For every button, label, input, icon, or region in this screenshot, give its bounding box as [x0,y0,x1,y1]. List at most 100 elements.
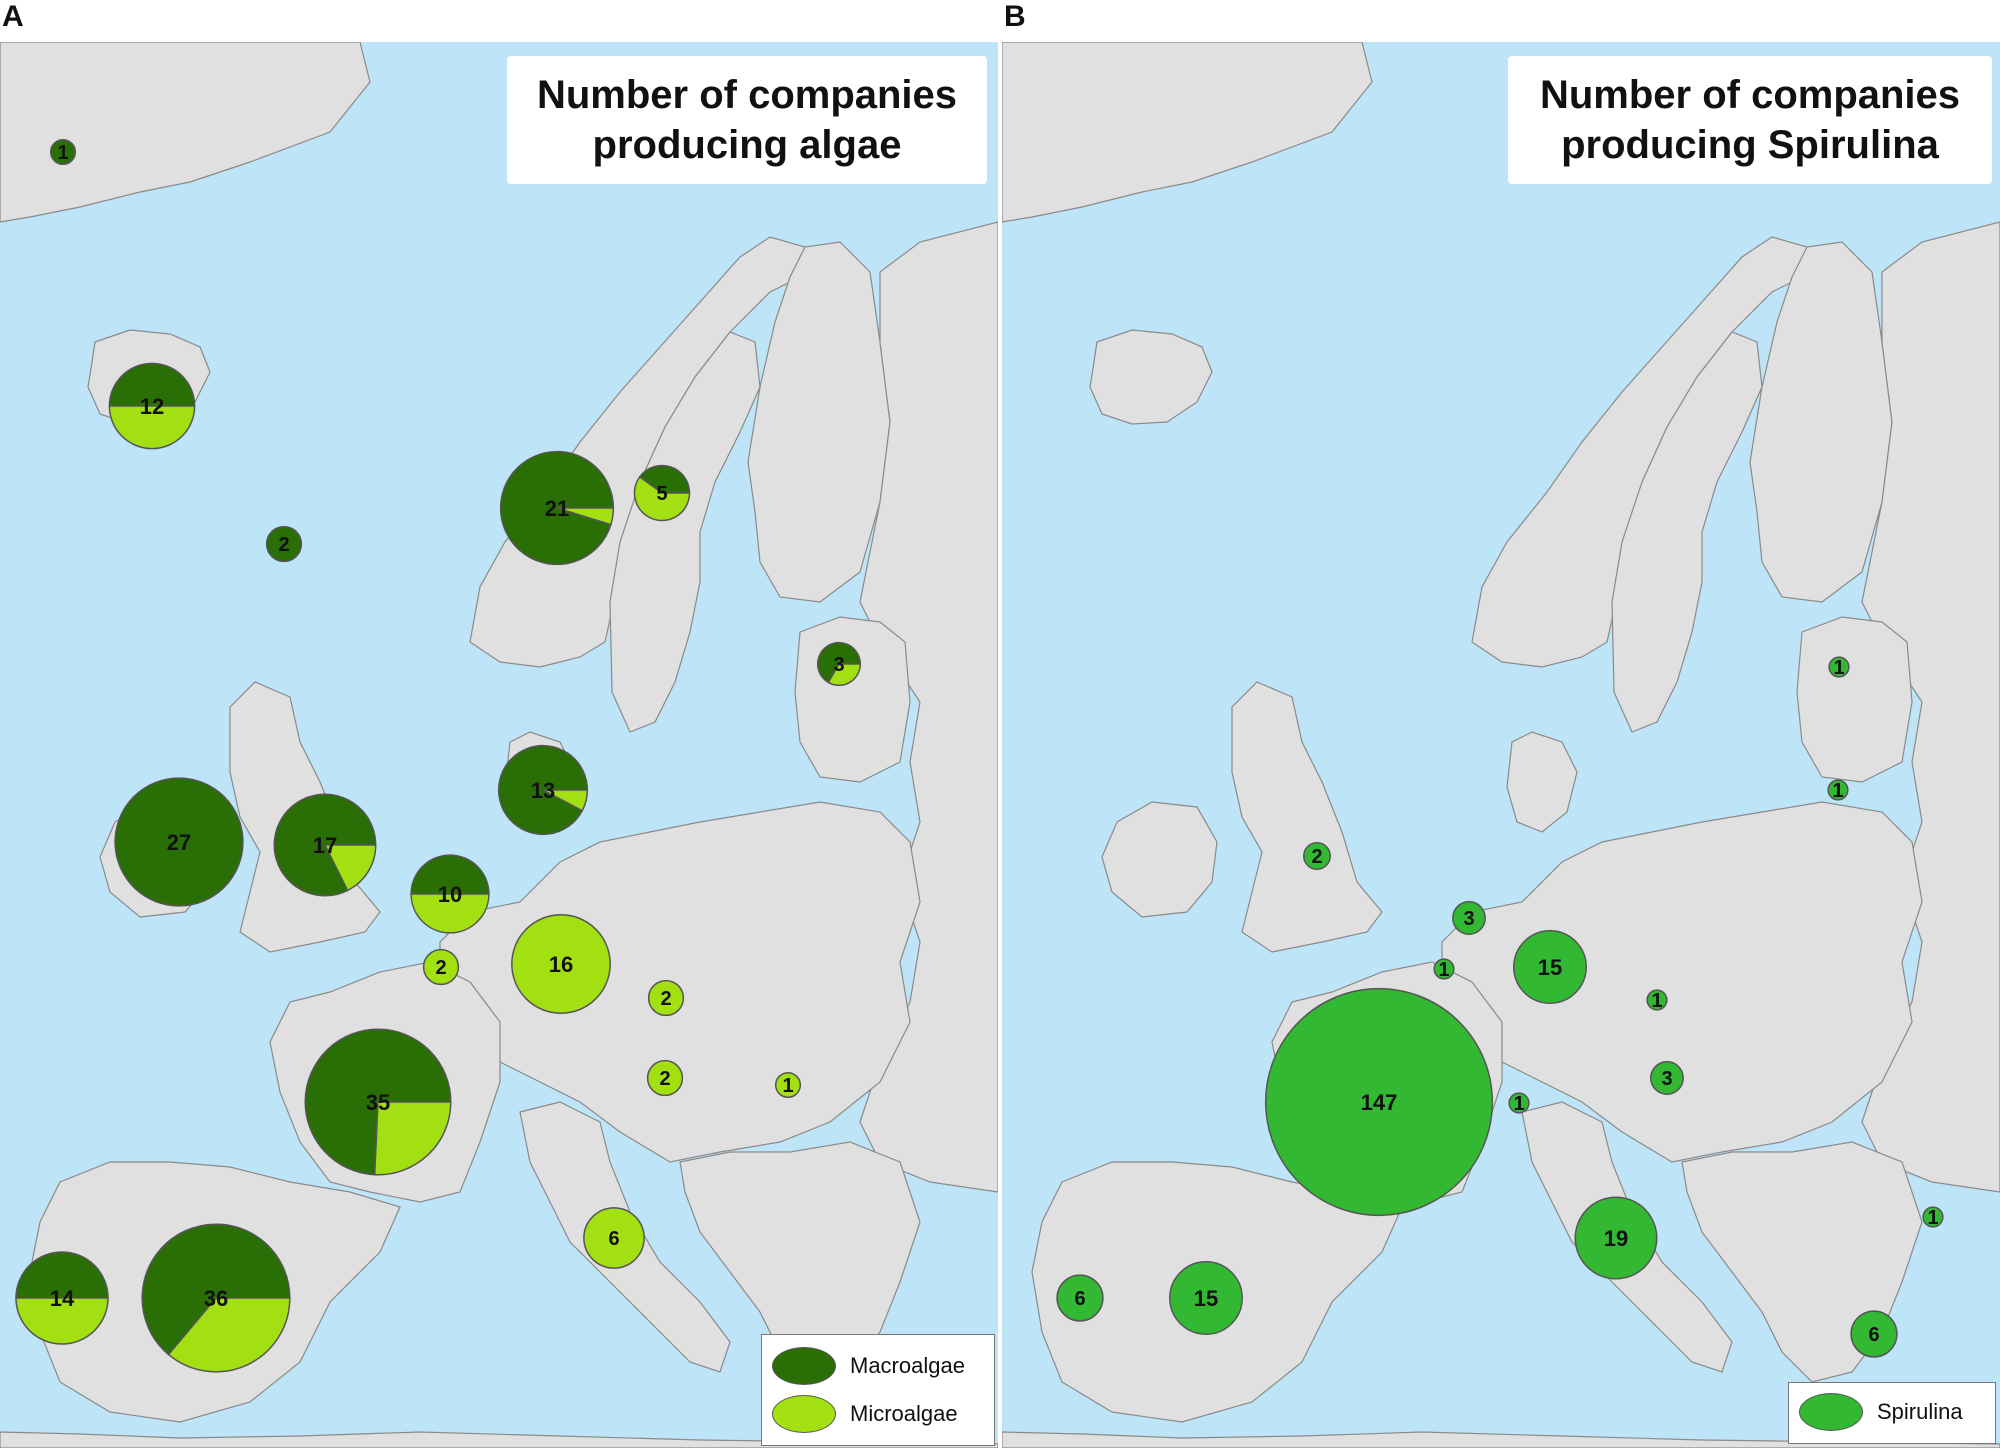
bubble-marker-label: 147 [1361,1090,1398,1115]
spirulina-bubble [1508,1092,1530,1114]
pie-marker-netherlands: 10 [410,854,490,934]
pie-marker-greenland: 1 [49,138,77,166]
bubble-marker-label: 19 [1604,1226,1628,1251]
pie-slice-macroalgae [108,362,196,407]
pie-marker-czech-republic: 2 [647,979,685,1017]
pie-slice-microalgae [583,1207,645,1269]
macroalgae-swatch [772,1347,836,1385]
pie-slice-microalgae [167,1297,291,1373]
spirulina-bubble [1827,779,1849,801]
pie-slice-microalgae [556,507,615,526]
pie-marker-label: 6 [608,1228,619,1250]
pie-marker-norway: 21 [499,450,615,566]
pie-marker-label: 2 [659,1068,670,1090]
bubble-marker-label: 1 [1927,1207,1938,1229]
bubble-marker-czech-republic: 1 [1646,989,1668,1012]
pie-marker-label: 12 [140,394,164,419]
bubble-markers: 1 1 2 3 1 15 1 3 1 147 19 1 6 15 6 [1056,656,1944,1358]
pie-marker-label: 17 [313,833,337,858]
bubble-marker-france: 147 [1264,987,1494,1217]
pie-slice-macroalgae [410,854,490,895]
bubble-marker-label: 3 [1661,1068,1672,1090]
map-title-spirulina: Number of companies producing Spirulina [1508,56,1992,184]
pie-marker-label: 5 [656,483,667,505]
pie-marker-spain: 36 [141,1223,291,1373]
pie-marker-denmark: 13 [497,744,589,836]
country-shape-north-africa [0,1431,998,1448]
microalgae-swatch [772,1395,836,1433]
spirulina-bubble [1828,656,1850,678]
bubble-marker-germany: 15 [1513,930,1587,1004]
country-shape-finland [1749,241,1893,603]
pie-marker-iceland: 12 [108,362,196,450]
bubble-marker-portugal: 6 [1056,1274,1104,1322]
legend-label-macroalgae: Macroalgae [850,1353,965,1378]
pie-slice-macroalgae [15,1251,109,1299]
pie-marker-label: 27 [167,830,191,855]
bubble-marker-italy: 19 [1574,1196,1658,1280]
country-shape-central-europe [1441,801,1923,1163]
country-shape-central-europe [439,801,921,1163]
bubble-marker-label: 1 [1438,959,1449,981]
country-outlines [1002,42,2000,1448]
bubble-marker-label: 6 [1074,1288,1085,1310]
bubble-marker-united-kingdom: 2 [1303,842,1331,870]
pie-marker-hungary: 1 [774,1071,802,1099]
pie-slice-microalgae [108,405,196,450]
bubble-marker-label: 1 [1513,1093,1524,1115]
bubble-marker-estonia: 1 [1828,656,1850,679]
bubble-marker-label: 1 [1832,780,1843,802]
pie-marker-france: 35 [304,1028,452,1176]
spirulina-bubble [1303,842,1331,870]
pie-slice-microalgae [646,1059,684,1097]
country-shape-sweden [1611,331,1763,733]
pie-slice-microalgae [827,663,862,687]
pie-marker-label: 2 [278,534,289,556]
bubble-marker-netherlands: 3 [1452,901,1486,935]
pie-slice-microalgae [647,979,685,1017]
pie-marker-austria: 2 [646,1059,684,1097]
pie-slice-macroalgae [114,777,244,907]
pie-marker-label: 1 [782,1075,793,1097]
bubble-marker-label: 15 [1194,1286,1218,1311]
country-shape-finland [747,241,891,603]
spirulina-bubble [1650,1061,1684,1095]
map-title-line-1: Number of companies [1539,73,1961,117]
pie-marker-ireland: 27 [114,777,244,907]
pie-slice-microalgae [323,844,377,892]
pie-marker-label: 21 [545,496,569,521]
spirulina-bubble [1574,1196,1658,1280]
map-title-algae: Number of companies producing algae [507,56,987,184]
pie-slice-macroalgae [273,793,377,897]
pie-marker-label: 10 [438,882,462,907]
country-shape-baltics [794,616,911,783]
map-legend-algae: Macroalgae Microalgae [761,1334,995,1446]
map-title-line-2: producing Spirulina [1561,123,1939,167]
pie-slice-microalgae [511,914,611,1014]
map-legend-spirulina: Spirulina [1788,1382,1996,1444]
pie-marker-belgium: 2 [422,948,460,986]
pie-marker-label: 2 [660,988,671,1010]
country-shape-greenland [1002,42,1373,223]
spirulina-swatch [1799,1393,1863,1431]
bubble-marker-belgium: 1 [1433,958,1455,981]
pie-slice-microalgae [410,893,490,934]
pie-slice-macroalgae [141,1223,291,1356]
country-shape-norway [1471,236,1808,668]
legend-entry-macroalgae: Macroalgae [772,1347,965,1385]
spirulina-bubble [1056,1274,1104,1322]
country-shape-uk [1231,681,1383,953]
pie-marker-label: 2 [435,957,446,979]
pie-slice-microalgae [373,1101,452,1176]
bubble-marker-label: 2 [1311,846,1322,868]
pie-slice-microalgae [542,789,589,812]
pie-slice-macroalgae [49,138,77,166]
pie-marker-sweden: 5 [633,464,691,522]
spirulina-bubble [1169,1261,1243,1335]
pie-marker-faroe-islands: 2 [265,525,303,563]
bubble-marker-label: 6 [1868,1324,1879,1346]
pie-marker-label: 36 [204,1286,228,1311]
pie-marker-label: 35 [366,1090,390,1115]
bubble-marker-hungary: 3 [1650,1061,1684,1095]
